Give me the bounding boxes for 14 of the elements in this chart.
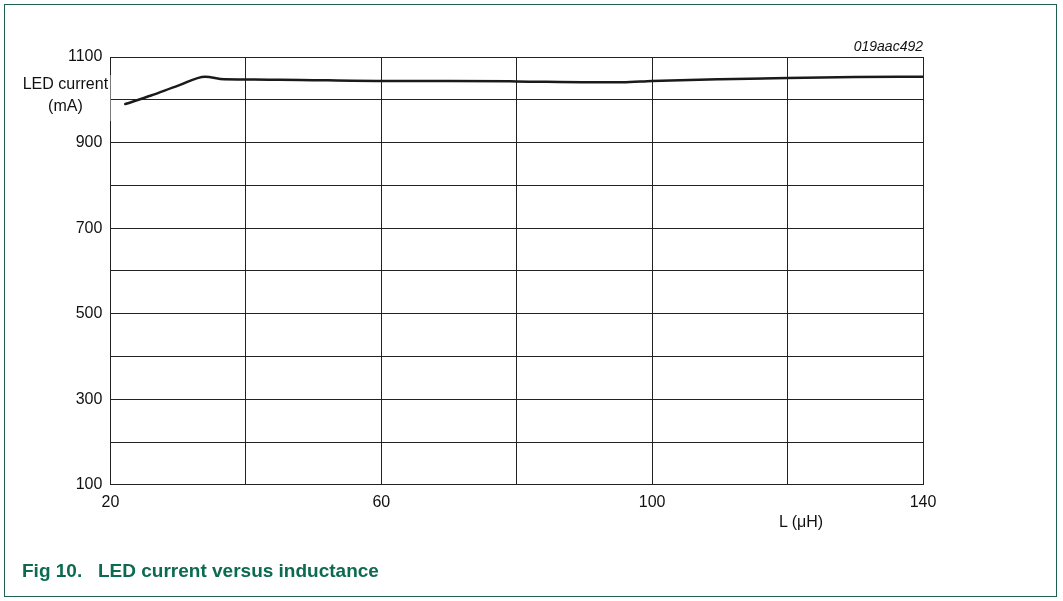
text: 019aac492 — [853, 37, 924, 54]
x-tick-label: 20 — [101, 492, 120, 510]
x-tick-label: 140 — [909, 492, 937, 510]
y-tick-label: 100 — [75, 475, 103, 493]
y-tick-label: 700 — [75, 218, 103, 236]
y-axis-title: LED current (mA) — [22, 75, 109, 115]
text: Fig 10. LED current versus inductance — [22, 560, 379, 582]
x-tick-label: 100 — [638, 492, 666, 510]
y-tick-label: 900 — [75, 132, 103, 150]
y-tick-label: 1100 — [68, 47, 103, 65]
x-axis-title: L (μH) — [779, 513, 824, 531]
y-tick-label: 500 — [75, 304, 103, 322]
y-tick-label: 300 — [75, 389, 103, 407]
x-tick-label: 60 — [372, 492, 391, 510]
